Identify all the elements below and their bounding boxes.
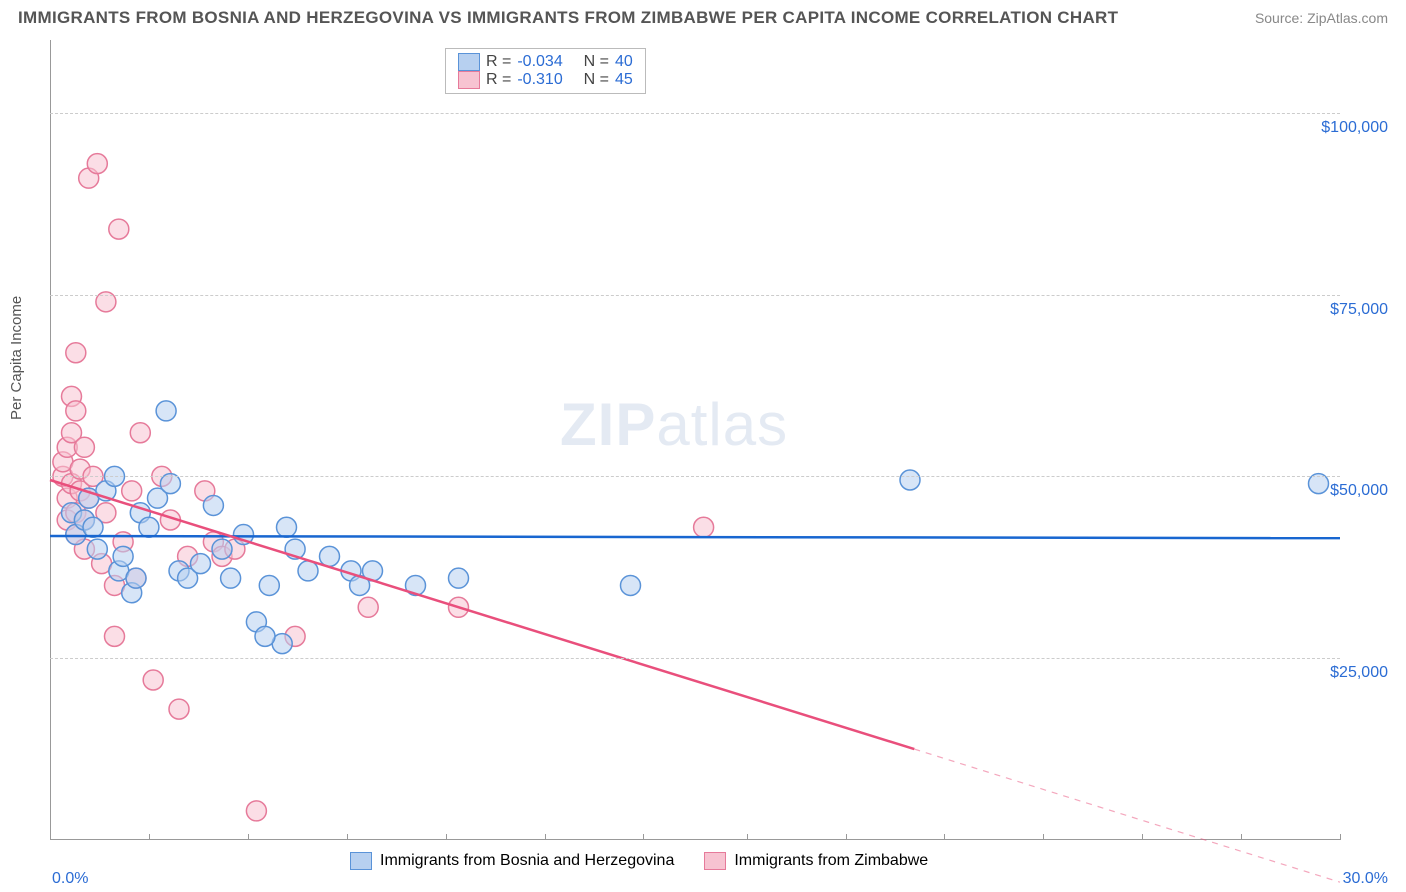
data-point: [66, 343, 86, 363]
data-point: [449, 568, 469, 588]
x-tick: [545, 834, 546, 840]
y-axis-label: Per Capita Income: [8, 296, 25, 420]
legend-swatch-blue: [458, 53, 480, 71]
data-point: [212, 539, 232, 559]
source-label: Source: ZipAtlas.com: [1255, 10, 1388, 26]
r-label: R =: [486, 71, 511, 89]
x-tick: [1340, 834, 1341, 840]
r-label: R =: [486, 53, 511, 71]
data-point: [130, 423, 150, 443]
data-point: [259, 575, 279, 595]
data-point: [221, 568, 241, 588]
data-point: [87, 154, 107, 174]
data-point: [139, 517, 159, 537]
y-tick-label: $75,000: [1330, 301, 1388, 319]
y-tick-label: $25,000: [1330, 664, 1388, 682]
data-point: [203, 495, 223, 515]
x-tick: [1142, 834, 1143, 840]
data-point: [320, 546, 340, 566]
data-point: [621, 575, 641, 595]
data-point: [87, 539, 107, 559]
data-point: [277, 517, 297, 537]
data-point: [900, 470, 920, 490]
n-label: N =: [584, 53, 609, 71]
x-tick: [347, 834, 348, 840]
data-point: [298, 561, 318, 581]
y-tick-label: $50,000: [1330, 482, 1388, 500]
series-legend: Immigrants from Bosnia and Herzegovina I…: [350, 852, 928, 870]
data-point: [143, 670, 163, 690]
x-tick: [446, 834, 447, 840]
x-tick: [1043, 834, 1044, 840]
legend-swatch-pink: [704, 852, 726, 870]
data-point: [169, 699, 189, 719]
legend-swatch-pink: [458, 71, 480, 89]
x-tick: [643, 834, 644, 840]
data-point: [255, 626, 275, 646]
trend-line-extrapolated: [914, 749, 1340, 882]
n-value-pink: 45: [615, 71, 633, 89]
stats-legend: R = -0.034 N = 40 R = -0.310 N = 45: [445, 48, 646, 94]
data-point: [246, 801, 266, 821]
data-point: [358, 597, 378, 617]
x-tick: [50, 834, 51, 840]
chart-svg: [50, 40, 1340, 840]
data-point: [74, 437, 94, 457]
data-point: [126, 568, 146, 588]
r-value-blue: -0.034: [517, 53, 562, 71]
data-point: [694, 517, 714, 537]
legend-swatch-blue: [350, 852, 372, 870]
data-point: [109, 219, 129, 239]
r-value-pink: -0.310: [517, 71, 562, 89]
data-point: [156, 401, 176, 421]
x-tick: [846, 834, 847, 840]
x-tick-min: 0.0%: [52, 870, 88, 888]
x-tick-max: 30.0%: [1343, 870, 1388, 888]
chart-title: IMMIGRANTS FROM BOSNIA AND HERZEGOVINA V…: [18, 8, 1118, 28]
data-point: [191, 554, 211, 574]
data-point: [122, 481, 142, 501]
y-tick-label: $100,000: [1321, 119, 1388, 137]
series-name-pink: Immigrants from Zimbabwe: [734, 852, 928, 870]
n-label: N =: [584, 71, 609, 89]
n-value-blue: 40: [615, 53, 633, 71]
series-name-blue: Immigrants from Bosnia and Herzegovina: [380, 852, 674, 870]
data-point: [83, 517, 103, 537]
x-tick: [248, 834, 249, 840]
data-point: [113, 546, 133, 566]
x-tick: [149, 834, 150, 840]
data-point: [66, 401, 86, 421]
x-tick: [1241, 834, 1242, 840]
x-tick: [747, 834, 748, 840]
x-tick: [944, 834, 945, 840]
data-point: [105, 626, 125, 646]
